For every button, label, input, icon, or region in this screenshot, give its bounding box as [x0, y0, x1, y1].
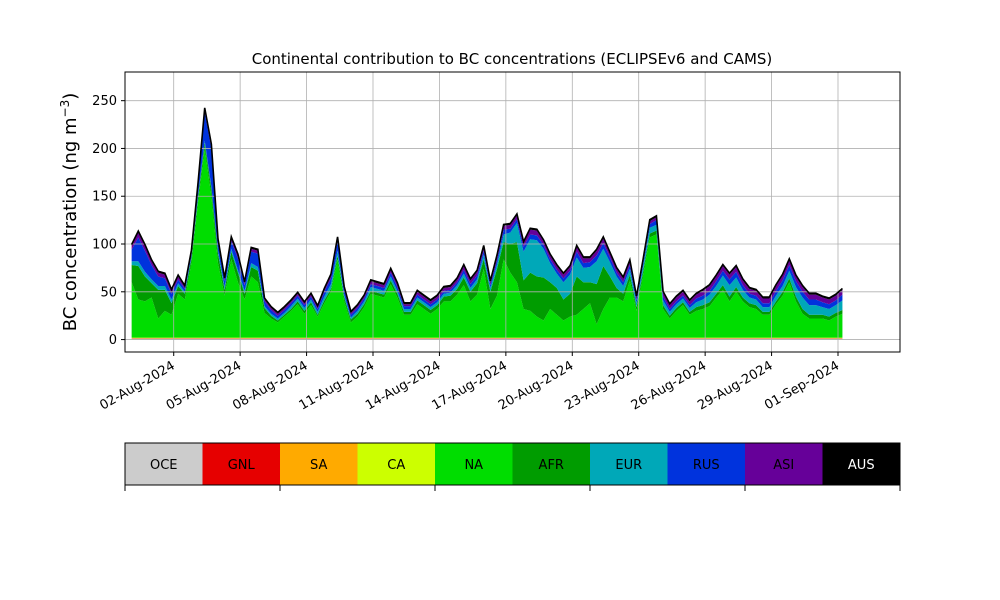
total-outline — [130, 107, 843, 314]
y-tick-label: 50 — [100, 285, 117, 300]
y-axis-label-superscript: −3 — [58, 100, 72, 118]
legend-colorbar: OCE GNL SA CA NA AFR EUR RUS ASI AUS — [124, 442, 901, 491]
legend-label-oce: OCE — [150, 458, 178, 473]
legend-label-ca: CA — [387, 458, 405, 473]
y-axis: 0 50 100 150 200 250 — [92, 94, 125, 348]
area-series-afr — [131, 142, 843, 325]
legend-swatch-afr — [512, 443, 590, 485]
legend-swatch-rus — [667, 443, 745, 485]
y-tick-label: 0 — [109, 333, 117, 348]
y-axis-label-text: BC concentration (ng m — [60, 117, 81, 331]
legend-swatch-ca — [357, 443, 435, 485]
chart-title: Continental contribution to BC concentra… — [252, 50, 773, 68]
plot-area — [124, 71, 901, 353]
legend-label-eur: EUR — [615, 458, 642, 473]
y-tick-label: 200 — [92, 142, 117, 157]
legend-swatch-sa — [280, 443, 358, 485]
legend-label-gnl: GNL — [228, 458, 256, 473]
plot-frame — [124, 71, 901, 353]
grid-lines — [125, 72, 900, 352]
y-tick-label: 150 — [92, 190, 117, 205]
legend-label-afr: AFR — [539, 458, 564, 473]
legend-swatch-eur — [590, 443, 668, 485]
area-series-eur — [131, 140, 843, 321]
legend-frame — [124, 442, 901, 486]
legend-label-asi: ASI — [773, 458, 794, 473]
y-tick-label: 100 — [92, 238, 117, 253]
y-tick-label: 250 — [92, 94, 117, 109]
y-axis-label-close: ) — [60, 93, 81, 100]
legend-label-na: NA — [464, 458, 483, 473]
legend-label-rus: RUS — [693, 458, 720, 473]
legend-swatch-oce — [125, 443, 203, 485]
legend-swatch-na — [435, 443, 513, 485]
legend-swatch-aus — [822, 443, 900, 485]
legend-label-aus: AUS — [848, 458, 875, 473]
y-axis-label: BC concentration (ng m−3) — [58, 93, 81, 332]
legend-label-sa: SA — [310, 458, 327, 473]
legend-swatch-gnl — [202, 443, 280, 485]
legend-swatch-asi — [745, 443, 823, 485]
